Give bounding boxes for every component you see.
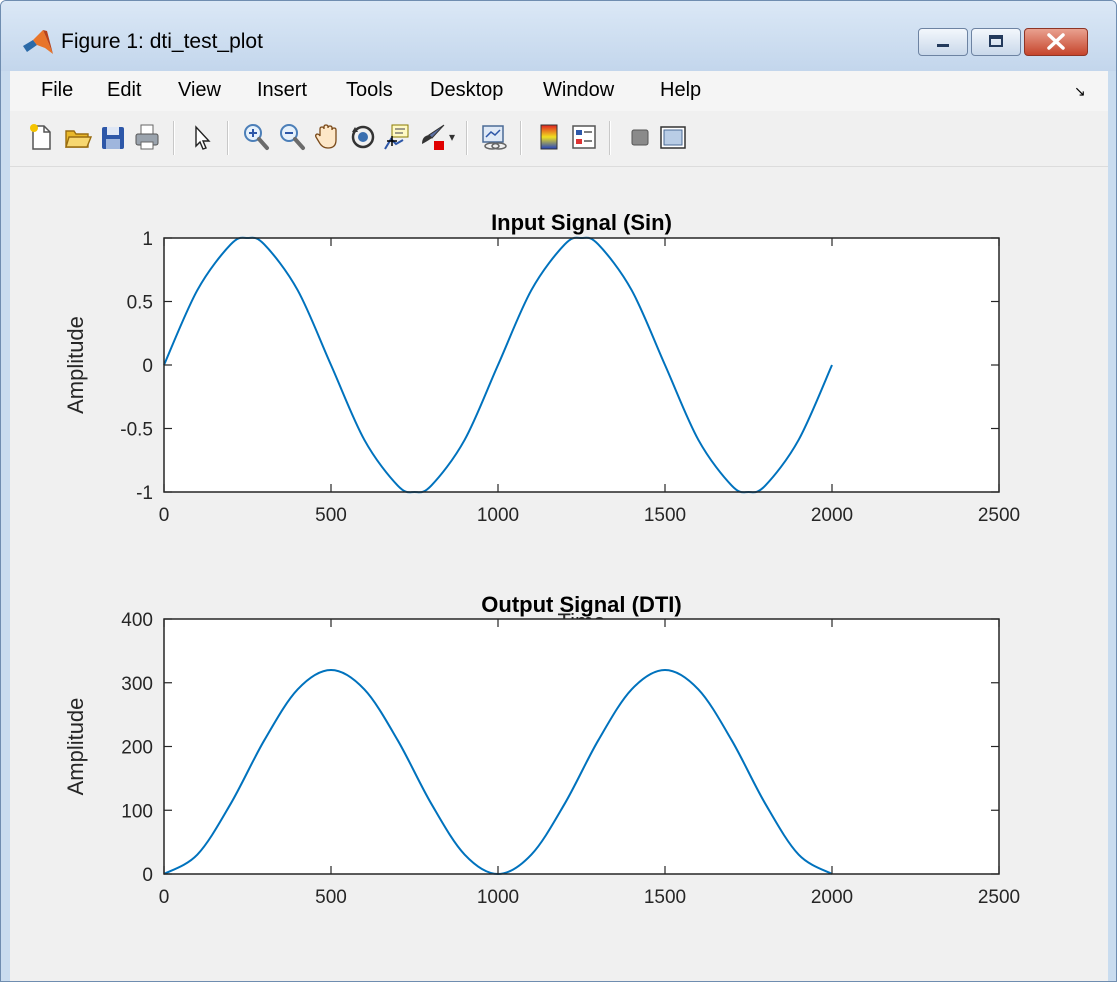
toolbar-separator <box>173 121 175 155</box>
print-button[interactable] <box>133 122 161 152</box>
show-plot-tools-button[interactable] <box>659 122 687 152</box>
x-tick-label: 1000 <box>477 887 519 908</box>
pan-icon <box>315 124 337 149</box>
toolbar-separator <box>609 121 611 155</box>
x-tick-label: 2000 <box>811 887 853 908</box>
toolbar-separator <box>520 121 522 155</box>
toolbar-separator <box>466 121 468 155</box>
y-tick-label: 1 <box>142 229 153 250</box>
hide-plot-tools-icon <box>631 129 649 146</box>
hide-plot-tools-button[interactable] <box>626 122 654 152</box>
menu-window[interactable]: Window <box>543 79 615 101</box>
x-tick-label: 1500 <box>644 505 686 526</box>
subplot-1: 0 500 1000 1500 2000 2500 -1 -0.5 0 0.5 1 Input Sig… <box>63 210 1020 634</box>
zoom-in-icon <box>244 124 269 150</box>
link-plot-button[interactable] <box>480 122 508 152</box>
data-cursor-icon <box>384 124 409 150</box>
x-tick-label: 2500 <box>978 887 1020 908</box>
colorbar-button[interactable] <box>535 122 563 152</box>
y-tick-label: 300 <box>121 674 153 695</box>
figure-client-area: File Edit View Insert Tools Desktop Wind… <box>10 71 1108 981</box>
brush-dropdown-arrow-icon[interactable]: ▾ <box>449 130 456 144</box>
menu-insert[interactable]: Insert <box>257 79 308 101</box>
menu-dock-arrow-icon[interactable]: ↘ <box>1074 83 1086 99</box>
plot-title: Output Signal (DTI) <box>481 592 681 617</box>
zoom-out-icon <box>280 124 305 150</box>
link-plot-icon <box>482 125 507 150</box>
x-tick-label: 2500 <box>978 505 1020 526</box>
brush-icon <box>422 124 445 150</box>
subplot-2: 0 500 1000 1500 2000 2500 0 100 200 300 400 Output … <box>63 592 1020 908</box>
title-bar[interactable]: Figure 1: dti_test_plot <box>1 1 1116 71</box>
brush-button[interactable] <box>418 122 446 152</box>
save-icon <box>102 127 124 149</box>
colorbar-icon <box>540 124 558 150</box>
edit-plot-button[interactable] <box>187 122 215 152</box>
figure-canvas[interactable]: 0 500 1000 1500 2000 2500 -1 -0.5 0 0.5 1 Input Sig… <box>10 167 1108 981</box>
data-cursor-button[interactable] <box>383 122 411 152</box>
axes-background <box>164 238 999 492</box>
y-tick-label: -1 <box>136 483 153 504</box>
legend-button[interactable] <box>570 122 598 152</box>
menu-tools[interactable]: Tools <box>346 79 393 101</box>
x-tick-label: 0 <box>159 887 170 908</box>
figure-toolbar: ▾ <box>10 111 1108 167</box>
edit-plot-icon <box>195 125 211 150</box>
plot-title: Input Signal (Sin) <box>491 210 672 235</box>
open-file-icon <box>65 130 92 148</box>
new-figure-button[interactable] <box>27 122 55 152</box>
close-icon <box>1047 33 1065 50</box>
y-axis-label: Amplitude <box>63 316 88 414</box>
pan-button[interactable] <box>313 122 341 152</box>
y-axis-label: Amplitude <box>63 698 88 796</box>
new-figure-icon <box>30 124 51 150</box>
y-tick-label: 400 <box>121 610 153 631</box>
x-tick-label: 2000 <box>811 505 853 526</box>
menu-desktop[interactable]: Desktop <box>430 79 504 101</box>
zoom-out-button[interactable] <box>278 122 306 152</box>
save-button[interactable] <box>99 122 127 152</box>
show-plot-tools-icon <box>660 126 686 149</box>
menu-file[interactable]: File <box>41 79 74 101</box>
y-tick-label: -0.5 <box>120 420 153 441</box>
minimize-icon <box>937 44 949 47</box>
axes-background <box>164 619 999 874</box>
x-tick-label: 500 <box>315 505 347 526</box>
minimize-button[interactable] <box>918 28 968 56</box>
matlab-logo-icon <box>23 30 53 54</box>
window-title: Figure 1: dti_test_plot <box>61 30 263 53</box>
menu-edit[interactable]: Edit <box>107 79 142 101</box>
print-icon <box>135 124 159 150</box>
zoom-in-button[interactable] <box>242 122 270 152</box>
legend-icon <box>572 125 596 149</box>
series-line-1 <box>163 236 833 494</box>
maximize-icon <box>989 35 1003 47</box>
menu-help[interactable]: Help <box>660 79 702 101</box>
rotate-3d-icon <box>351 125 375 149</box>
close-button[interactable] <box>1024 28 1088 56</box>
menu-view[interactable]: View <box>178 79 221 101</box>
y-tick-label: 0 <box>142 356 153 377</box>
x-tick-label: 0 <box>159 505 170 526</box>
x-tick-label: 1500 <box>644 887 686 908</box>
toolbar-separator <box>227 121 229 155</box>
maximize-button[interactable] <box>971 28 1021 56</box>
menu-bar: File Edit View Insert Tools Desktop Wind… <box>10 71 1108 111</box>
y-tick-label: 0.5 <box>127 293 153 314</box>
x-tick-label: 500 <box>315 887 347 908</box>
y-tick-label: 0 <box>142 865 153 886</box>
x-tick-label: 1000 <box>477 505 519 526</box>
open-file-button[interactable] <box>64 122 92 152</box>
rotate-3d-button[interactable] <box>349 122 377 152</box>
y-tick-label: 100 <box>121 801 153 822</box>
y-tick-label: 200 <box>121 738 153 759</box>
